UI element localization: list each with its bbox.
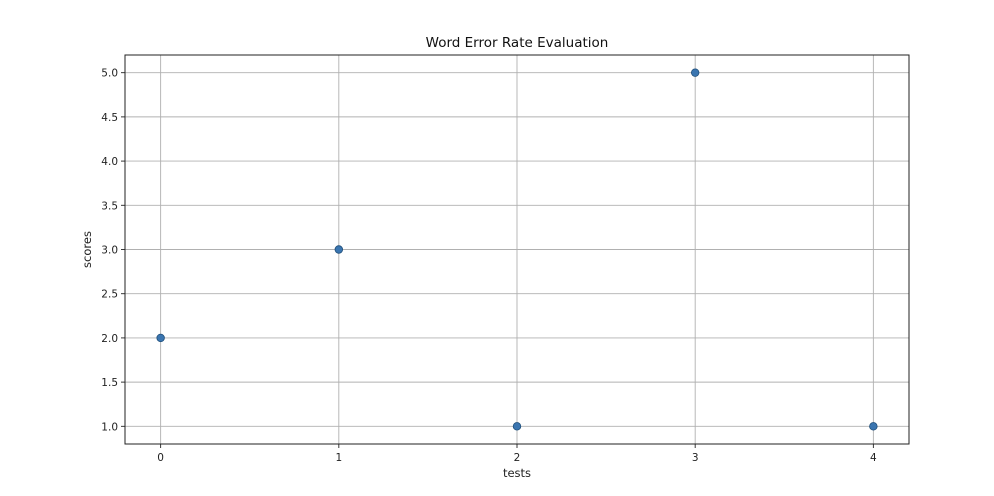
grid-layer [125,55,909,444]
scatter-point [334,245,344,254]
y-tick-label: 2.0 [101,333,118,345]
y-tick-label: 2.5 [101,289,118,301]
x-tick-label: 4 [870,452,877,464]
y-tick-label: 4.0 [101,156,118,168]
y-tick-label: 4.5 [101,112,118,124]
tick-layer: 0 1 2 3 4 1.0 1.5 2.0 2.5 3.0 3.5 4.0 4.5 5.0 [101,68,877,464]
chart-title: Word Error Rate Evaluation [426,35,609,51]
x-tick-label: 0 [157,452,164,464]
y-tick-label: 3.0 [101,245,118,257]
x-tick-label: 1 [335,452,342,464]
data-points [156,68,878,431]
scatter-point [690,68,700,77]
y-tick-label: 3.5 [101,200,118,212]
y-axis-title: scores [80,231,94,268]
y-tick-label: 1.5 [101,377,118,389]
scatter-point [512,422,522,431]
x-tick-label: 2 [514,452,521,464]
x-tick-label: 3 [692,452,699,464]
y-tick-label: 5.0 [101,68,118,80]
scatter-point [869,422,878,431]
x-axis-title: tests [503,466,531,480]
scatter-point [156,333,165,343]
y-tick-label: 1.0 [101,421,118,433]
